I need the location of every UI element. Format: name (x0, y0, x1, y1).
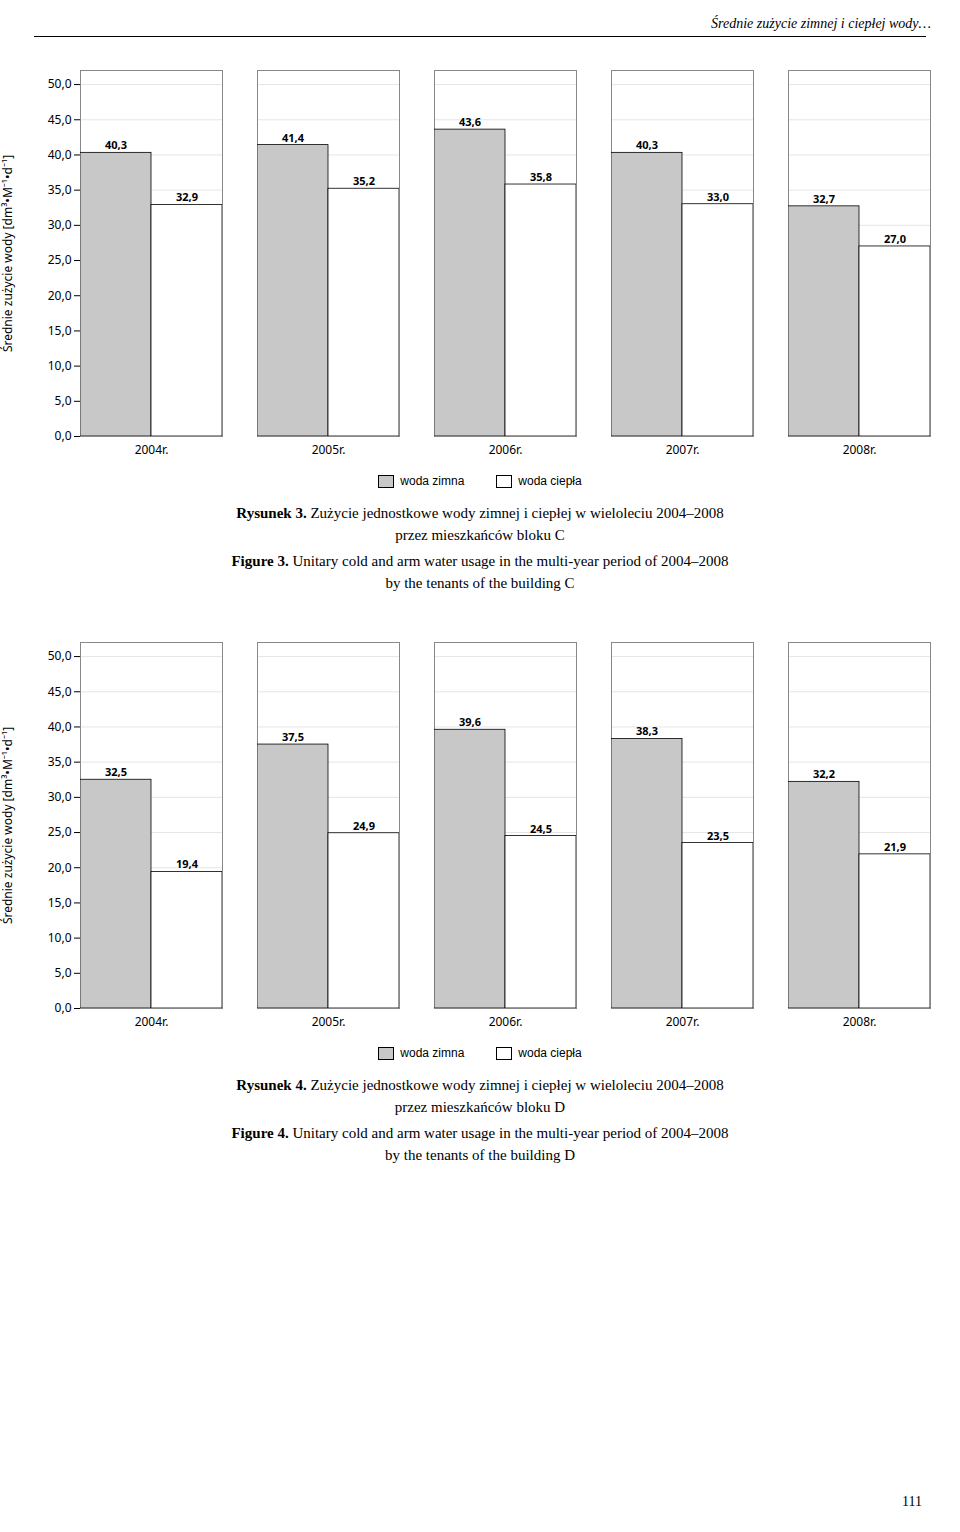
svg-text:10,0: 10,0 (48, 929, 72, 946)
html-text:Średnie zużycie zimnej i ciepł: Średnie zużycie zimnej i ciepłej wody… (711, 16, 931, 31)
html-text:111: 111 (902, 1494, 922, 1509)
svg-text:50,0: 50,0 (48, 647, 72, 664)
svg-text:2007r.: 2007r. (666, 441, 700, 458)
svg-text:30,0: 30,0 (48, 216, 72, 233)
svg-text:10,0: 10,0 (48, 357, 72, 374)
svg-text:23,5: 23,5 (707, 828, 729, 843)
svg-text:38,3: 38,3 (636, 723, 658, 738)
svg-text:40,0: 40,0 (48, 146, 72, 163)
svg-text:24,5: 24,5 (530, 821, 552, 836)
svg-text:45,0: 45,0 (48, 683, 72, 700)
svg-text:37,5: 37,5 (282, 729, 304, 744)
svg-text:2007r.: 2007r. (666, 1013, 700, 1030)
svg-text:41,4: 41,4 (282, 130, 305, 145)
svg-text:24,9: 24,9 (353, 818, 375, 833)
svg-text:2005r.: 2005r. (312, 1013, 346, 1030)
svg-text:0,0: 0,0 (55, 999, 72, 1016)
svg-text:Średnie zużycie wody [dm³•M⁻¹•: Średnie zużycie wody [dm³•M⁻¹•d⁻¹] (0, 727, 16, 924)
html-text:Figure 4. Unitary cold and arm: Figure 4. Unitary cold and arm water usa… (231, 1125, 729, 1141)
svg-text:21,9: 21,9 (884, 839, 906, 854)
svg-text:50,0: 50,0 (48, 75, 72, 92)
html-text:Rysunek 3. Zużycie jednostkowe: Rysunek 3. Zużycie jednostkowe wody zimn… (236, 505, 724, 521)
svg-text:0,0: 0,0 (55, 427, 72, 444)
svg-text:32,7: 32,7 (813, 191, 835, 206)
html-text:woda zimna: woda zimna (400, 1046, 465, 1060)
svg-text:32,9: 32,9 (176, 189, 198, 204)
svg-text:40,3: 40,3 (105, 137, 127, 152)
svg-text:20,0: 20,0 (48, 287, 72, 304)
svg-text:45,0: 45,0 (48, 111, 72, 128)
svg-text:19,4: 19,4 (176, 856, 199, 871)
html-text:by the tenants of the building: by the tenants of the building C (385, 575, 575, 591)
svg-text:33,0: 33,0 (707, 189, 729, 204)
svg-text:15,0: 15,0 (48, 894, 72, 911)
svg-text:32,5: 32,5 (105, 764, 127, 779)
svg-text:2004r.: 2004r. (135, 1013, 169, 1030)
svg-text:30,0: 30,0 (48, 788, 72, 805)
svg-text:35,0: 35,0 (48, 753, 72, 770)
html-text:by the tenants of the building: by the tenants of the building D (385, 1147, 575, 1163)
svg-text:2006r.: 2006r. (489, 1013, 523, 1030)
svg-text:2008r.: 2008r. (843, 441, 877, 458)
svg-text:27,0: 27,0 (884, 231, 906, 246)
svg-text:39,6: 39,6 (459, 714, 481, 729)
svg-text:40,3: 40,3 (636, 137, 658, 152)
html-text:woda zimna: woda zimna (400, 474, 465, 488)
svg-text:5,0: 5,0 (55, 392, 72, 409)
html-text:woda ciepła: woda ciepła (518, 1046, 582, 1060)
svg-text:20,0: 20,0 (48, 859, 72, 876)
svg-text:35,2: 35,2 (353, 173, 375, 188)
svg-text:40,0: 40,0 (48, 718, 72, 735)
svg-text:Średnie zużycie wody [dm³•M⁻¹•: Średnie zużycie wody [dm³•M⁻¹•d⁻¹] (0, 155, 16, 352)
svg-text:43,6: 43,6 (459, 114, 481, 129)
svg-text:35,0: 35,0 (48, 181, 72, 198)
svg-text:2004r.: 2004r. (135, 441, 169, 458)
svg-text:5,0: 5,0 (55, 964, 72, 981)
html-text:przez mieszkańców bloku C: przez mieszkańców bloku C (395, 527, 565, 543)
svg-text:35,8: 35,8 (530, 169, 552, 184)
svg-text:25,0: 25,0 (48, 251, 72, 268)
svg-text:32,2: 32,2 (813, 766, 835, 781)
svg-text:2008r.: 2008r. (843, 1013, 877, 1030)
svg-text:25,0: 25,0 (48, 823, 72, 840)
html-text:przez mieszkańców bloku D: przez mieszkańców bloku D (394, 1099, 566, 1115)
html-text:Rysunek 4. Zużycie jednostkowe: Rysunek 4. Zużycie jednostkowe wody zimn… (236, 1077, 724, 1093)
html-text:woda ciepła: woda ciepła (518, 474, 582, 488)
svg-text:2006r.: 2006r. (489, 441, 523, 458)
svg-text:15,0: 15,0 (48, 322, 72, 339)
html-text:Figure 3. Unitary cold and arm: Figure 3. Unitary cold and arm water usa… (231, 553, 729, 569)
svg-text:2005r.: 2005r. (312, 441, 346, 458)
